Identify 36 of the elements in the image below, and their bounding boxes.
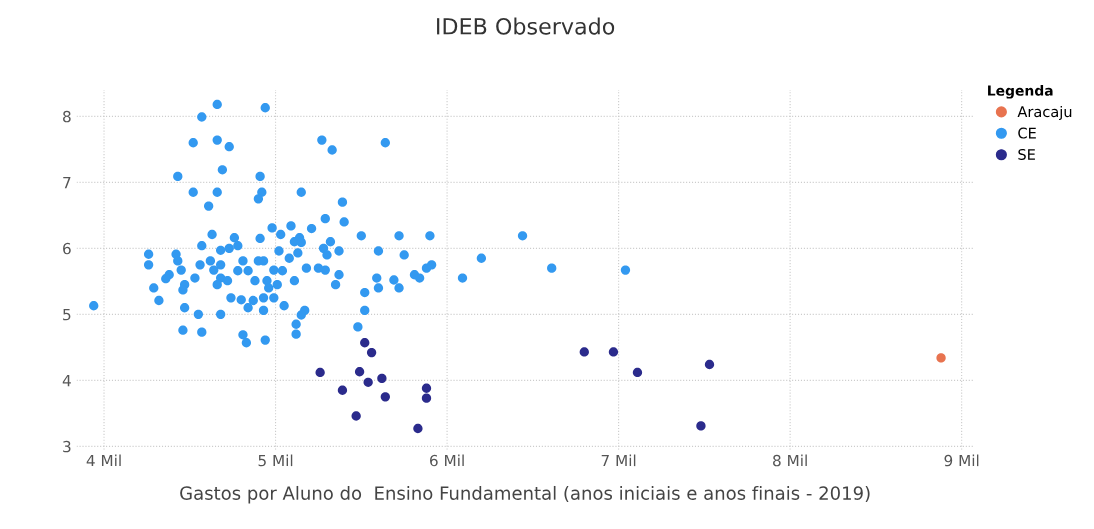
chart-title: IDEB Observado: [437, 17, 615, 35]
legend-label: Aracaju: [1017, 105, 1072, 121]
y-tick-label: 8: [63, 110, 71, 123]
y-tick-label: 4: [62, 375, 71, 387]
point: [363, 377, 373, 387]
point: [704, 359, 715, 370]
point: [354, 367, 365, 377]
legend-label: SE: [1018, 148, 1035, 161]
x-tick-label: 9 Mil: [944, 454, 979, 467]
point: [421, 383, 432, 393]
x-tick-label: 5 Mil: [258, 454, 293, 467]
point: [579, 347, 589, 357]
x-tick-label: 8 Mil: [773, 454, 807, 467]
point: [696, 421, 706, 431]
x-tick-label: 4 Mil: [86, 454, 121, 467]
point: [413, 423, 423, 434]
point: [608, 347, 619, 357]
y-tick-label: 3: [63, 440, 71, 453]
point: [366, 347, 377, 358]
point: [337, 385, 348, 395]
legend-title: Legenda: [988, 85, 1053, 99]
point: [360, 338, 370, 348]
y-tick-label: 6: [63, 242, 71, 255]
point: [936, 353, 946, 363]
legend-label: CE: [1018, 127, 1036, 139]
point: [377, 373, 387, 384]
y-tick-label: 7: [63, 177, 71, 189]
point: [421, 393, 432, 403]
x-tick-label: 6 Mil: [430, 454, 464, 467]
point: [380, 392, 390, 402]
y-tick-label: 5: [63, 309, 71, 321]
x-axis-title: Gastos por Aluno do Ensino Fundamental (anos iniciais e anos finais - 2019): [180, 485, 870, 504]
x-tick-label: 7 Mil: [601, 454, 636, 467]
point: [632, 367, 643, 378]
point: [351, 411, 361, 421]
point: [315, 367, 325, 378]
